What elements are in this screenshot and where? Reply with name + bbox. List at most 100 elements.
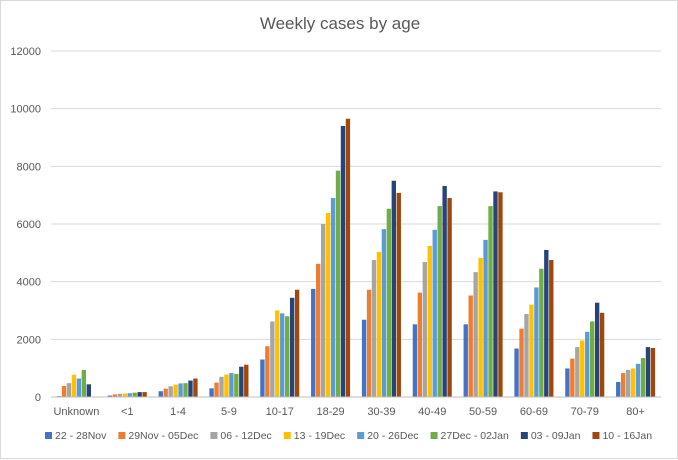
bar xyxy=(142,392,147,397)
bar xyxy=(173,384,178,397)
bar xyxy=(112,394,118,397)
bar xyxy=(234,373,239,397)
x-category-label: 50-59 xyxy=(469,406,497,418)
bar xyxy=(580,340,585,397)
bar xyxy=(214,382,219,397)
bar xyxy=(127,393,132,397)
bar xyxy=(178,383,183,397)
bar xyxy=(366,289,372,397)
bar xyxy=(478,258,483,397)
legend-swatch xyxy=(520,432,528,439)
bar xyxy=(117,393,122,397)
bar xyxy=(270,321,275,397)
bar xyxy=(468,295,473,397)
legend-label: 22 - 28Nov xyxy=(55,430,107,442)
y-tick-label: 6000 xyxy=(17,219,41,231)
legend-swatch xyxy=(283,432,291,439)
bar xyxy=(376,251,382,397)
bar xyxy=(463,324,468,397)
bar xyxy=(209,388,214,397)
bar xyxy=(386,208,392,397)
bar xyxy=(122,393,127,397)
y-tick-label: 10000 xyxy=(10,104,41,116)
bar xyxy=(570,358,575,397)
bar xyxy=(650,347,656,397)
legend-label: 10 - 16Jan xyxy=(602,430,652,442)
bar xyxy=(549,260,554,397)
bar xyxy=(635,363,641,397)
bar xyxy=(76,378,82,397)
y-tick-label: 12000 xyxy=(10,46,41,58)
gridlines xyxy=(51,50,661,340)
legend-swatch xyxy=(357,432,365,439)
x-category-label: 1-4 xyxy=(170,406,186,418)
bar xyxy=(158,391,163,397)
bar xyxy=(483,239,488,397)
bar xyxy=(361,319,367,397)
bar xyxy=(345,118,351,397)
bar xyxy=(645,347,651,397)
legend-label: 13 - 19Dec xyxy=(294,430,345,442)
bar xyxy=(432,229,437,397)
bar xyxy=(335,170,341,397)
bar xyxy=(514,348,519,397)
bar xyxy=(565,368,570,397)
bar xyxy=(493,191,498,397)
y-tick-label: 4000 xyxy=(17,277,41,289)
legend-label: 29Nov - 05Dec xyxy=(128,430,198,442)
x-category-label: 40-49 xyxy=(418,406,446,418)
bar xyxy=(219,376,224,397)
bar xyxy=(616,382,621,397)
bar xyxy=(229,373,234,397)
bar xyxy=(621,373,626,397)
bar xyxy=(294,289,300,397)
bar xyxy=(599,312,605,397)
legend-label: 20 - 26Dec xyxy=(367,430,418,442)
y-tick-label: 8000 xyxy=(17,161,41,173)
bar xyxy=(137,392,142,397)
legend-label: 03 - 09Jan xyxy=(531,430,581,442)
x-category-label: 10-17 xyxy=(266,406,294,418)
bar xyxy=(427,245,432,397)
legend-swatch xyxy=(45,432,52,439)
legend-swatch xyxy=(118,432,126,439)
bar xyxy=(524,313,529,397)
x-category-label: 30-39 xyxy=(367,406,395,418)
chart-title: Weekly cases by age xyxy=(260,14,420,33)
bar xyxy=(168,386,173,397)
bar xyxy=(473,272,478,397)
bar xyxy=(280,313,285,397)
bar xyxy=(590,321,595,397)
bar xyxy=(381,229,387,397)
x-category-label: 5-9 xyxy=(221,406,237,418)
bar xyxy=(544,249,549,397)
bar xyxy=(330,198,336,397)
legend-label: 27Dec - 02Jan xyxy=(441,430,509,442)
y-tick-label: 0 xyxy=(35,392,41,404)
legend: 22 - 28Nov 29Nov - 05Dec 06 - 12Dec 13 - 19… xyxy=(45,430,652,442)
bar xyxy=(244,364,249,397)
bar xyxy=(625,369,631,397)
bar xyxy=(311,288,316,398)
bar xyxy=(422,262,427,397)
bar xyxy=(498,192,503,397)
legend-swatch xyxy=(430,432,438,439)
bar xyxy=(285,316,290,397)
y-tick-label: 2000 xyxy=(17,334,41,346)
bar xyxy=(325,213,331,397)
bar xyxy=(66,383,72,397)
bar xyxy=(529,304,534,397)
bar xyxy=(320,224,326,397)
bar xyxy=(61,386,67,397)
bar xyxy=(371,260,377,397)
bar xyxy=(81,369,87,397)
x-category-label: 80+ xyxy=(626,406,645,418)
bar xyxy=(519,328,524,397)
bar xyxy=(340,125,346,397)
x-category-label: <1 xyxy=(121,406,134,418)
bar xyxy=(316,263,321,397)
x-category-label: 18-29 xyxy=(317,406,345,418)
bar xyxy=(417,292,423,397)
